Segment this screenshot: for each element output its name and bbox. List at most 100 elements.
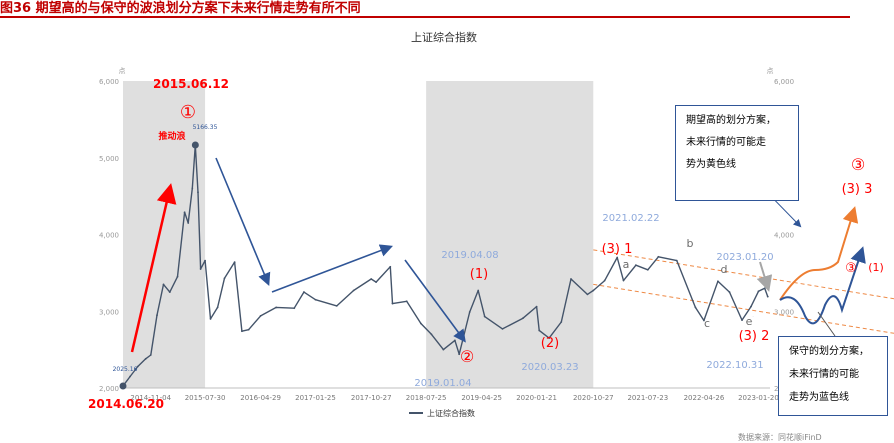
index-point [129, 375, 131, 378]
label-peak-value: 5166.35 [193, 124, 218, 131]
index-point [405, 300, 408, 303]
label-wave-e2: e [746, 315, 753, 328]
label-date-2020: 2020.03.23 [521, 362, 578, 373]
label-date-2019a: 2019.04.08 [441, 250, 498, 261]
y-tick-left: 4,000 [99, 232, 119, 240]
index-point [694, 306, 697, 309]
red-arrow [130, 183, 177, 353]
start-marker [119, 382, 127, 390]
index-point [570, 278, 572, 280]
index-point [275, 306, 278, 309]
index-point [675, 259, 678, 262]
index-point [766, 295, 769, 298]
index-point [603, 279, 606, 282]
x-tick: 2020-01-21 [516, 394, 557, 402]
index-point [241, 330, 243, 333]
index-point [303, 291, 305, 293]
note-blue-line-2: 未来行情的可能 [789, 369, 859, 380]
source-note: 数据来源：同花顺iFinD [738, 433, 822, 442]
index-point [454, 339, 456, 342]
label-date-2021: 2021.02.22 [602, 213, 659, 224]
blue-projection [779, 246, 866, 325]
x-tick: 2017-10-27 [351, 394, 392, 402]
blue-arrow-2 [271, 244, 393, 293]
y-unit-left: 点 [119, 67, 126, 75]
x-tick: 2014-11-04 [130, 394, 171, 402]
index-point [370, 278, 373, 280]
index-point [468, 311, 471, 313]
grey-arrow [756, 261, 773, 292]
index-point [622, 279, 625, 282]
label-date-start: 2014.06.20 [88, 397, 164, 411]
index-point [728, 291, 731, 293]
index-point [535, 305, 538, 308]
index-point [430, 333, 433, 336]
x-tick: 2015-07-30 [185, 394, 226, 402]
note-yellow-line-1: 期望高的划分方案， [686, 115, 776, 126]
label-wave-a2-hidden: a [753, 316, 754, 318]
label-wave-3: ③ [851, 155, 865, 174]
x-tick: 2020-10-27 [573, 394, 614, 402]
note-blue-line-1: 保守的划分方案， [789, 346, 869, 357]
label-date-2019b: 2019.01.04 [414, 378, 471, 389]
label-wave-p3-2: (3) 2 [739, 329, 770, 344]
index-point [391, 302, 394, 305]
index-point [389, 265, 392, 268]
y-unit-right: 点 [767, 67, 774, 75]
index-point [149, 354, 152, 356]
title-rule [0, 16, 850, 18]
index-point [717, 280, 719, 283]
index-point [522, 317, 524, 320]
index-point [703, 319, 705, 322]
orange-projection [779, 206, 859, 301]
y-tick-left: 3,000 [99, 308, 119, 316]
x-tick: 2019-04-25 [461, 394, 502, 402]
chart-title: 上证综合指数 [411, 30, 477, 44]
note-yellow: 期望高的划分方案， 未来行情的可能走 势为黄色线 [675, 105, 799, 201]
note-blue: 保守的划分方案， 未来行情的可能 走势为蓝色线 [778, 336, 888, 416]
label-wave-b1: b [687, 237, 694, 250]
x-tick: 2021-07-23 [627, 394, 668, 402]
index-point [162, 283, 165, 286]
y-tick-right: 6,000 [774, 78, 794, 86]
x-tick: 2022-04-26 [684, 394, 725, 402]
y-tick-right: 3,000 [774, 308, 794, 316]
index-point [144, 357, 147, 360]
index-point [259, 314, 262, 317]
index-point [216, 306, 219, 309]
y-tick-left: 6,000 [99, 78, 119, 86]
label-date-2022: 2022.10.31 [706, 360, 763, 371]
label-wave-1: ① [180, 102, 196, 123]
label-date-2023: 2023.01.20 [716, 252, 773, 263]
index-point [538, 329, 541, 332]
index-point [293, 307, 296, 310]
x-tick: 2018-07-25 [406, 394, 447, 402]
index-point [183, 211, 186, 214]
note-blue-line-3: 走势为蓝色线 [789, 392, 849, 403]
index-point [657, 255, 660, 258]
index-point [314, 298, 317, 301]
shaded-period-1 [426, 81, 594, 388]
index-point [375, 281, 377, 283]
y-tick-right: 4,000 [774, 232, 794, 240]
label-wave-p3-3: (3) 3 [842, 182, 873, 197]
index-point [616, 256, 619, 259]
index-point [352, 289, 355, 292]
label-wave-3b: ③ [845, 261, 857, 276]
index-point [209, 318, 212, 320]
legend-label: 上证综合指数 [427, 408, 475, 418]
index-point [199, 268, 202, 270]
label-wave-b2-hidden: b [752, 321, 753, 323]
x-tick: 2017-01-25 [295, 394, 336, 402]
note-yellow-line-2: 未来行情的可能走 [686, 137, 766, 148]
note-yellow-line-3: 势为黄色线 [686, 159, 736, 170]
index-point [187, 222, 190, 224]
index-point [757, 290, 760, 293]
index-point [560, 321, 563, 323]
index-point [197, 191, 199, 194]
index-point [247, 328, 250, 331]
label-date-peak: 2015.06.12 [153, 77, 229, 91]
index-point [458, 353, 461, 356]
y-tick-left: 2,000 [99, 385, 119, 393]
index-point [763, 287, 766, 290]
